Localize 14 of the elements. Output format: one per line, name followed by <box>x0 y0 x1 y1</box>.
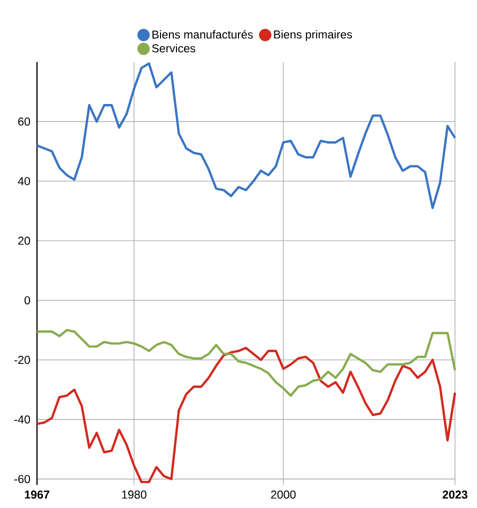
legend-label: Biens manufacturés <box>152 30 253 39</box>
y-tick-label: -60 <box>14 474 30 484</box>
legend-label: Services <box>152 44 196 52</box>
y-tick-label: 60 <box>18 117 30 126</box>
y-tick-label: -20 <box>14 356 30 364</box>
x-tick-label: 2000 <box>271 490 296 499</box>
x-tick-label: 2023 <box>442 490 468 499</box>
y-tick-label: 20 <box>18 236 30 245</box>
y-tick-label: 0 <box>24 296 30 304</box>
x-tick-label: 1967 <box>24 490 50 499</box>
x-tick-label: 1980 <box>122 490 146 499</box>
y-tick-label: -40 <box>14 415 30 424</box>
legend-label: Biens primaires <box>274 30 352 41</box>
y-tick-label: 40 <box>18 177 30 186</box>
